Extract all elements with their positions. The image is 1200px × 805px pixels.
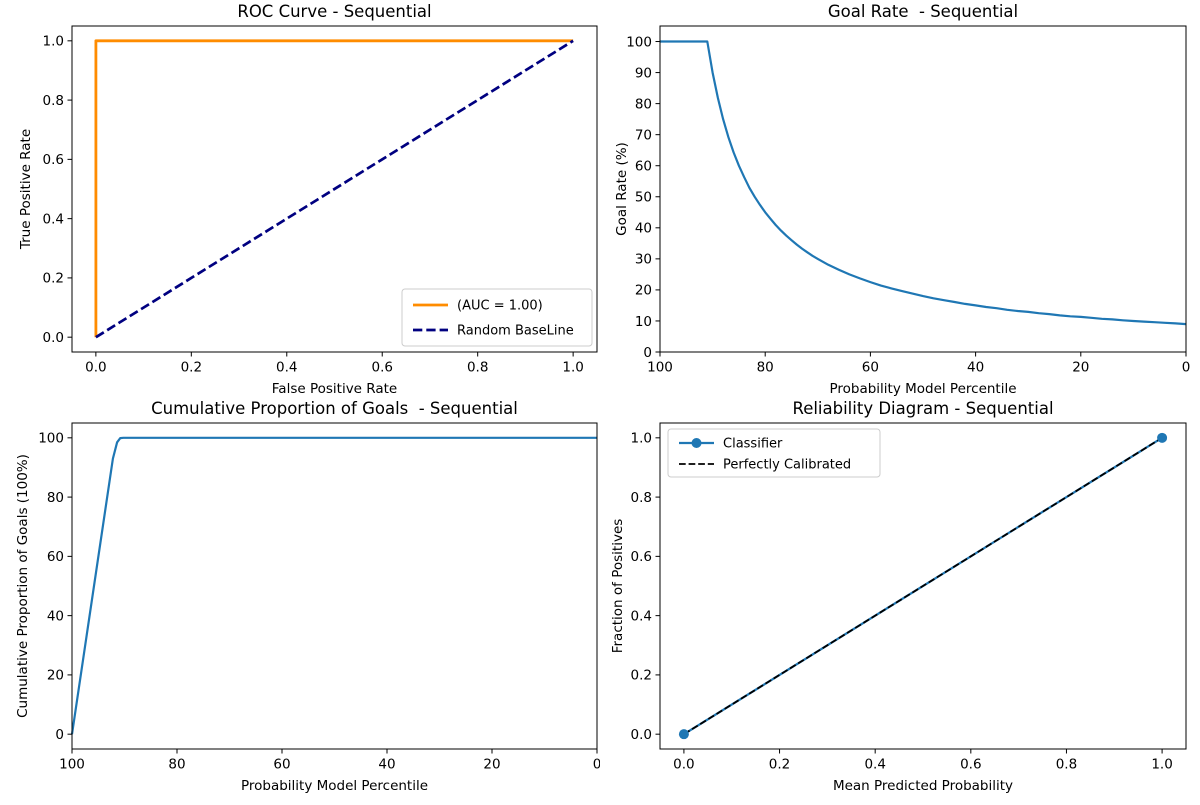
svg-text:10: 10 bbox=[635, 314, 652, 330]
svg-text:0.4: 0.4 bbox=[864, 757, 885, 773]
svg-text:0.6: 0.6 bbox=[631, 549, 652, 565]
svg-text:Probability Model Percentile: Probability Model Percentile bbox=[241, 778, 428, 794]
svg-text:0.8: 0.8 bbox=[1056, 757, 1077, 773]
svg-text:0: 0 bbox=[643, 345, 652, 361]
svg-text:0.2: 0.2 bbox=[631, 668, 652, 684]
subplot-reliability-diagram: 0.0 0.2 0.4 0.6 0.8 1.0 0.0 0.2 0.4 0.6 0.8 1.0 Reli… bbox=[600, 399, 1200, 800]
svg-text:Goal Rate (%): Goal Rate (%) bbox=[614, 142, 630, 236]
svg-text:True Positive Rate: True Positive Rate bbox=[18, 129, 34, 250]
svg-text:100: 100 bbox=[647, 360, 673, 376]
svg-text:100: 100 bbox=[626, 34, 652, 50]
roc-curve-chart: 0.0 0.2 0.4 0.6 0.8 1.0 0.0 0.2 0.4 0.6 0.8 1.0 ROC … bbox=[18, 2, 598, 397]
svg-text:60: 60 bbox=[273, 757, 290, 773]
svg-text:Random BaseLine: Random BaseLine bbox=[457, 324, 574, 339]
svg-text:80: 80 bbox=[47, 490, 64, 506]
svg-text:80: 80 bbox=[757, 360, 774, 376]
svg-text:40: 40 bbox=[378, 757, 395, 773]
svg-text:100: 100 bbox=[59, 757, 85, 773]
svg-text:90: 90 bbox=[635, 65, 652, 81]
svg-text:Fraction of Positives: Fraction of Positives bbox=[610, 519, 626, 654]
subplot-roc-curve: 0.0 0.2 0.4 0.6 0.8 1.0 0.0 0.2 0.4 0.6 0.8 1.0 ROC … bbox=[0, 0, 600, 400]
svg-text:100: 100 bbox=[38, 431, 64, 447]
svg-text:Classifier: Classifier bbox=[723, 437, 783, 452]
svg-text:0.0: 0.0 bbox=[673, 757, 694, 773]
svg-text:Perfectly Calibrated: Perfectly Calibrated bbox=[723, 458, 851, 473]
subplot-goal-rate: 100 80 60 40 20 0 0 10 20 30 40 50 60 70 80 90 100 Goal R… bbox=[600, 0, 1200, 400]
svg-text:1.0: 1.0 bbox=[43, 34, 64, 50]
svg-text:80: 80 bbox=[635, 96, 652, 112]
svg-text:20: 20 bbox=[47, 668, 64, 684]
svg-text:60: 60 bbox=[635, 159, 652, 175]
svg-text:0.8: 0.8 bbox=[43, 93, 64, 109]
svg-text:0.2: 0.2 bbox=[181, 360, 202, 376]
svg-text:0: 0 bbox=[593, 757, 600, 773]
svg-text:ROC Curve - Sequential: ROC Curve - Sequential bbox=[237, 2, 431, 21]
svg-text:50: 50 bbox=[635, 190, 652, 206]
svg-text:Probability Model Percentile: Probability Model Percentile bbox=[829, 381, 1016, 397]
svg-text:0.4: 0.4 bbox=[276, 360, 297, 376]
svg-text:0: 0 bbox=[1182, 360, 1191, 376]
svg-text:20: 20 bbox=[635, 283, 652, 299]
svg-text:0.4: 0.4 bbox=[631, 608, 652, 624]
svg-text:60: 60 bbox=[47, 549, 64, 565]
svg-text:70: 70 bbox=[635, 127, 652, 143]
goal-rate-chart: 100 80 60 40 20 0 0 10 20 30 40 50 60 70 80 90 100 Goal R… bbox=[614, 2, 1191, 397]
svg-text:30: 30 bbox=[635, 252, 652, 268]
svg-text:Cumulative Proportion of Goals: Cumulative Proportion of Goals (100%) bbox=[15, 454, 31, 718]
svg-text:0.0: 0.0 bbox=[85, 360, 106, 376]
svg-text:20: 20 bbox=[483, 757, 500, 773]
svg-text:0.8: 0.8 bbox=[631, 490, 652, 506]
svg-text:0.6: 0.6 bbox=[43, 152, 64, 168]
svg-text:Cumulative Proportion of Goals: Cumulative Proportion of Goals - Sequent… bbox=[151, 400, 518, 418]
svg-text:40: 40 bbox=[967, 360, 984, 376]
svg-text:0.8: 0.8 bbox=[467, 360, 488, 376]
svg-text:0.2: 0.2 bbox=[43, 271, 64, 287]
svg-text:40: 40 bbox=[635, 221, 652, 237]
svg-text:0.6: 0.6 bbox=[371, 360, 392, 376]
subplot-cumulative-goals: 100 80 60 40 20 0 0 20 40 60 80 100 Cumulative Propo… bbox=[0, 399, 601, 800]
svg-text:Reliability Diagram - Sequenti: Reliability Diagram - Sequential bbox=[792, 400, 1053, 418]
svg-text:60: 60 bbox=[862, 360, 879, 376]
svg-text:40: 40 bbox=[47, 608, 64, 624]
svg-text:0.4: 0.4 bbox=[43, 211, 64, 227]
svg-text:0.0: 0.0 bbox=[43, 330, 64, 346]
svg-text:20: 20 bbox=[1072, 360, 1089, 376]
svg-text:False Positive Rate: False Positive Rate bbox=[272, 381, 397, 397]
svg-text:0.2: 0.2 bbox=[769, 757, 790, 773]
svg-text:1.0: 1.0 bbox=[562, 360, 583, 376]
svg-text:80: 80 bbox=[168, 757, 185, 773]
reliability-diagram-chart: 0.0 0.2 0.4 0.6 0.8 1.0 0.0 0.2 0.4 0.6 0.8 1.0 Reli… bbox=[610, 399, 1187, 794]
svg-text:Mean Predicted Probability: Mean Predicted Probability bbox=[833, 778, 1013, 794]
svg-text:0: 0 bbox=[55, 727, 64, 743]
svg-text:0.0: 0.0 bbox=[631, 727, 652, 743]
svg-text:1.0: 1.0 bbox=[1151, 757, 1172, 773]
svg-text:Goal Rate - Sequential: Goal Rate - Sequential bbox=[828, 2, 1018, 21]
svg-text:(AUC = 1.00): (AUC = 1.00) bbox=[457, 299, 543, 314]
svg-text:0.6: 0.6 bbox=[960, 757, 981, 773]
cumulative-goals-chart: 100 80 60 40 20 0 0 20 40 60 80 100 Cumulative Propo… bbox=[15, 399, 601, 794]
svg-text:1.0: 1.0 bbox=[631, 431, 652, 447]
